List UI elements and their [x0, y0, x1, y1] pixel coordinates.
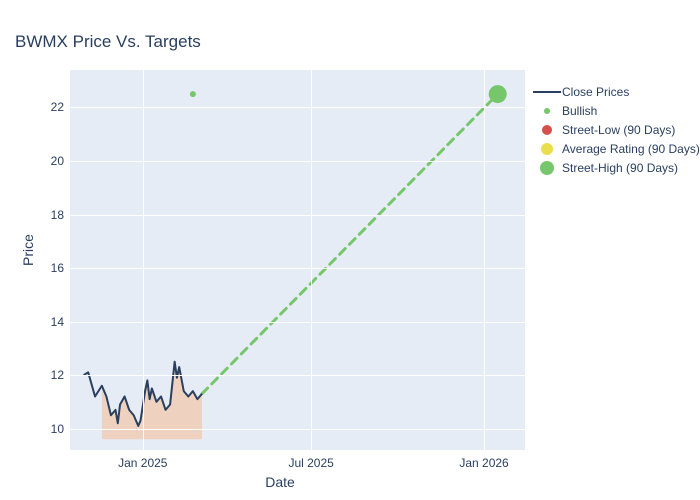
legend-item[interactable]: Bullish: [532, 101, 700, 120]
legend-item[interactable]: Close Prices: [532, 82, 700, 101]
y-tick-label: 22: [51, 100, 64, 114]
legend-icon: [532, 161, 562, 175]
y-axis-label: Price: [20, 234, 36, 266]
y-tick-label: 18: [51, 208, 64, 222]
legend-icon: [532, 125, 562, 135]
gridline-h: [70, 429, 525, 430]
x-axis-label: Date: [265, 474, 295, 490]
legend-label: Bullish: [562, 104, 597, 118]
bullish-marker: [190, 91, 196, 97]
y-tick-label: 16: [51, 261, 64, 275]
chart-container: BWMX Price Vs. Targets Price Date 101214…: [0, 0, 700, 500]
legend-icon: [532, 108, 562, 114]
chart-svg: [70, 70, 370, 220]
gridline-h: [70, 322, 525, 323]
legend-item[interactable]: Street-Low (90 Days): [532, 120, 700, 139]
gridline-v: [143, 70, 144, 450]
gridline-v: [311, 70, 312, 450]
x-tick-label: Jul 2025: [288, 456, 333, 470]
plot-area: 10121416182022Jan 2025Jul 2025Jan 2026: [70, 70, 525, 450]
x-tick-label: Jan 2026: [459, 456, 508, 470]
y-tick-label: 12: [51, 368, 64, 382]
gridline-h: [70, 161, 525, 162]
gridline-v: [484, 70, 485, 450]
y-tick-label: 14: [51, 315, 64, 329]
legend-label: Close Prices: [562, 85, 629, 99]
legend-label: Street-High (90 Days): [562, 161, 678, 175]
legend-label: Street-Low (90 Days): [562, 123, 675, 137]
gridline-h: [70, 215, 525, 216]
projection-line: [202, 94, 498, 394]
legend-item[interactable]: Average Rating (90 Days): [532, 139, 700, 158]
gridline-h: [70, 107, 525, 108]
gridline-h: [70, 268, 525, 269]
street-high-marker: [489, 85, 507, 103]
chart-title: BWMX Price Vs. Targets: [15, 32, 201, 52]
y-tick-label: 10: [51, 422, 64, 436]
legend-item[interactable]: Street-High (90 Days): [532, 158, 700, 177]
legend: Close Prices Bullish Street-Low (90 Days) A…: [532, 82, 700, 177]
legend-icon: [532, 143, 562, 155]
legend-label: Average Rating (90 Days): [562, 142, 700, 156]
legend-icon: [532, 91, 562, 93]
y-tick-label: 20: [51, 154, 64, 168]
gridline-h: [70, 375, 525, 376]
x-tick-label: Jan 2025: [118, 456, 167, 470]
